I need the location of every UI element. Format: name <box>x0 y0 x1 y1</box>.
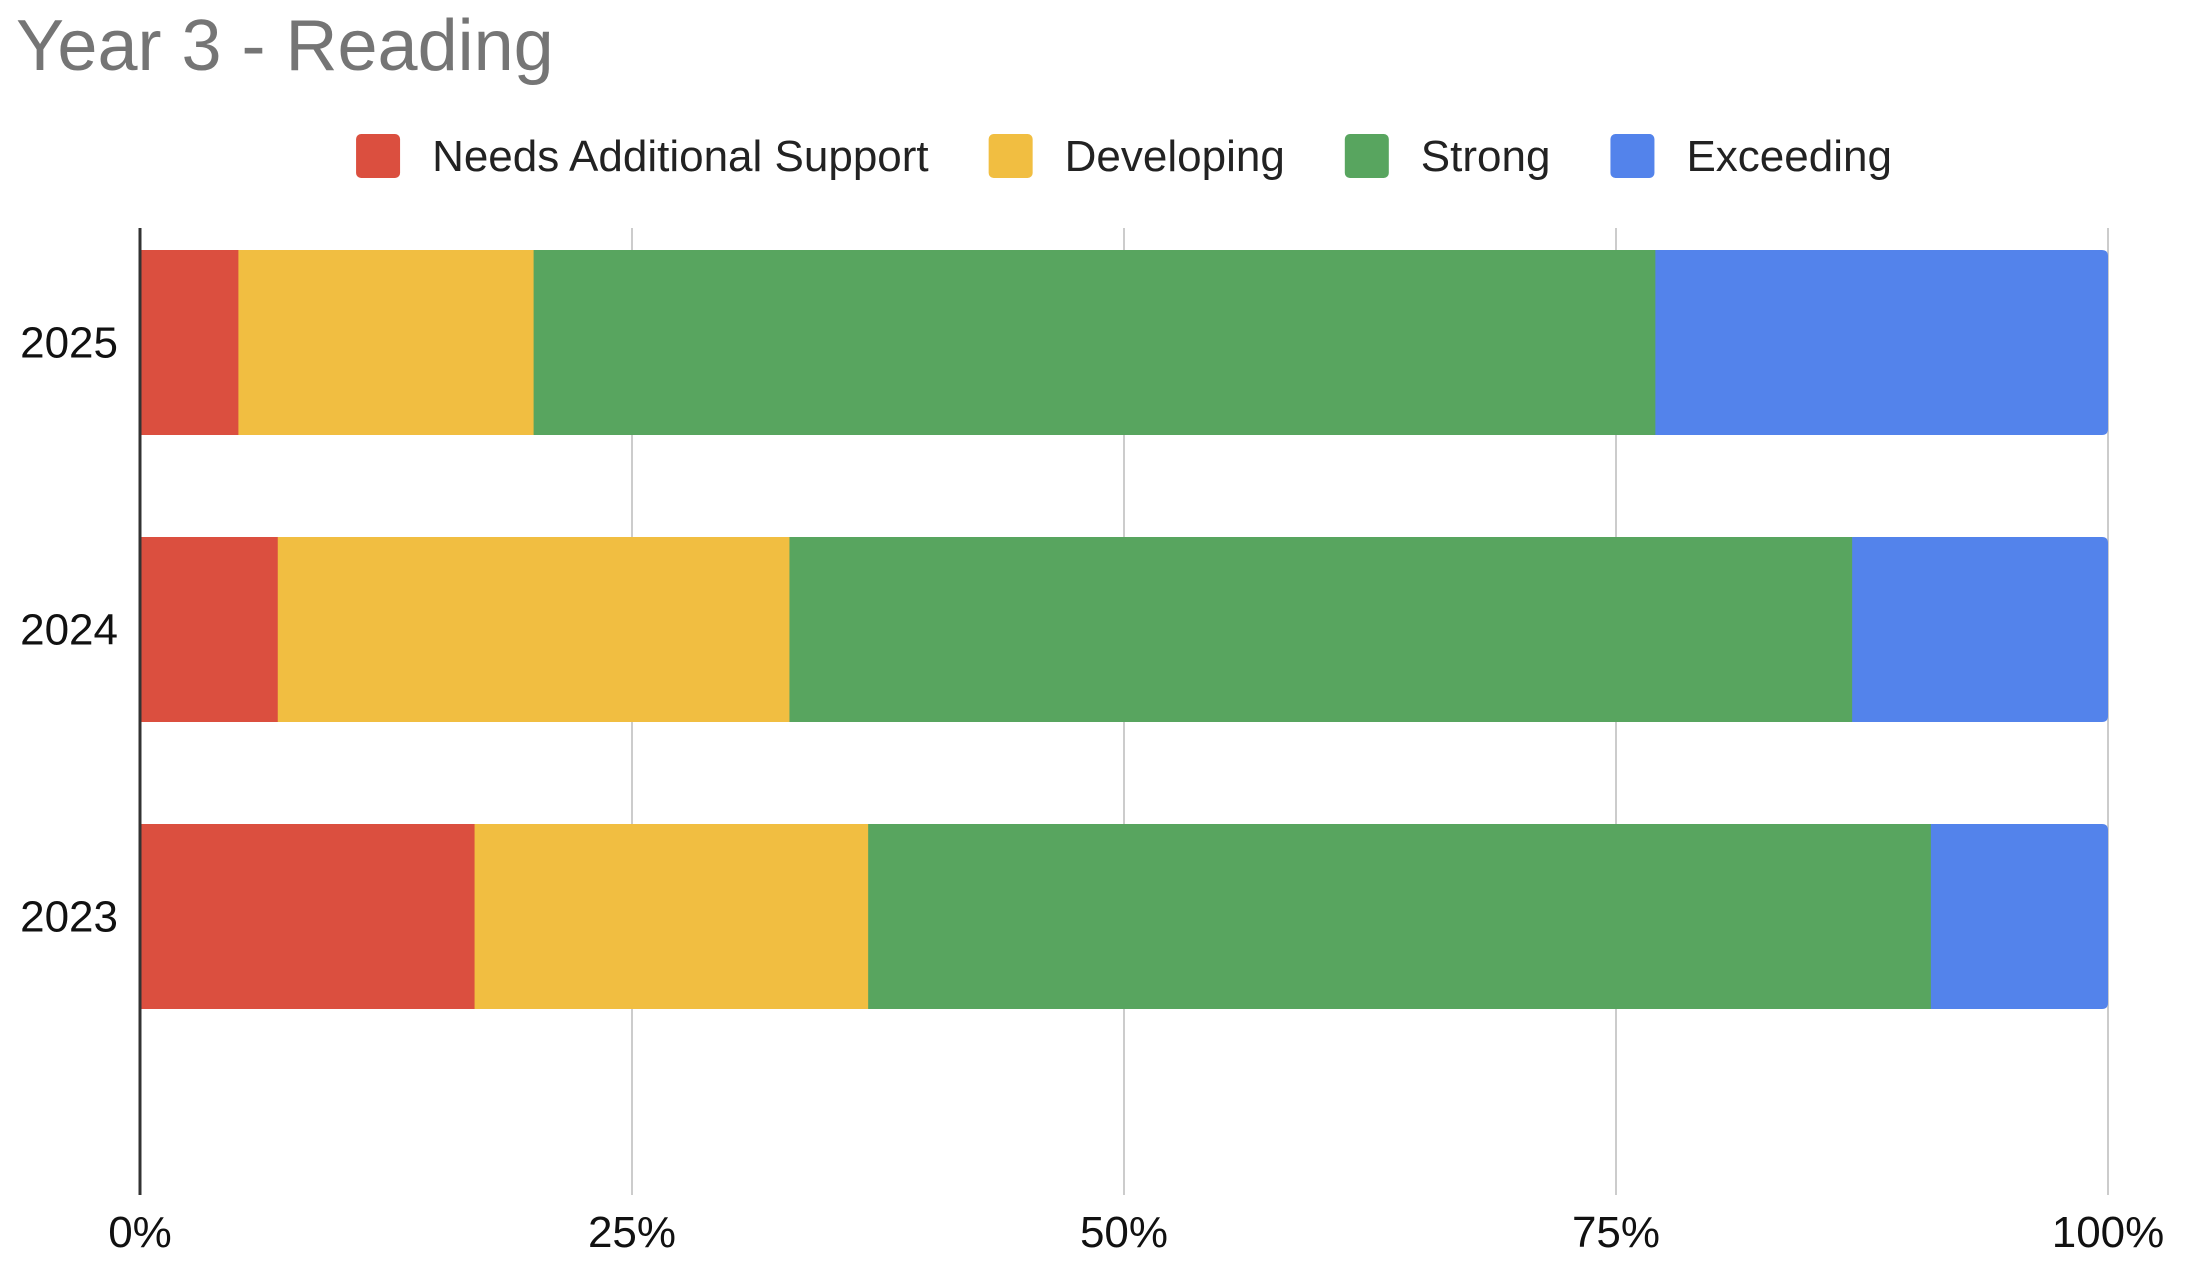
bar-segment <box>140 824 476 1009</box>
bar-segment <box>140 250 239 435</box>
x-tick-label: 25% <box>588 1208 676 1257</box>
legend-label: Needs Additional Support <box>432 132 929 181</box>
bar-segment <box>868 824 1932 1009</box>
bar-segment <box>238 250 535 435</box>
bar-segment <box>1852 537 2108 722</box>
x-tick-label: 75% <box>1572 1208 1660 1257</box>
legend-swatch <box>1610 134 1655 178</box>
x-tick-label: 50% <box>1080 1208 1168 1257</box>
x-tick-label: 0% <box>108 1208 172 1257</box>
legend-label: Developing <box>1065 132 1285 181</box>
bar-segment <box>474 824 869 1009</box>
y-axis-labels: 2025 2024 2023 <box>20 319 118 942</box>
legend-label: Strong <box>1421 132 1551 181</box>
legend-swatch <box>1344 134 1389 178</box>
bar-segment <box>1655 250 2108 435</box>
y-tick-label: 2025 <box>20 319 118 368</box>
y-tick-label: 2024 <box>20 606 118 655</box>
bar-segment <box>1930 824 2108 1009</box>
legend-label: Exceeding <box>1686 132 1891 181</box>
bar-segment <box>140 537 279 722</box>
bars <box>140 250 2108 1009</box>
x-tick-label: 100% <box>2052 1208 2165 1257</box>
x-axis-labels: 0% 25% 50% 75% 100% <box>108 1208 2164 1257</box>
chart-title: Year 3 - Reading <box>16 6 554 86</box>
legend-item: Exceeding <box>1610 132 1892 181</box>
legend-swatch <box>988 134 1033 178</box>
bar-segment <box>789 537 1853 722</box>
bar-segment <box>277 537 790 722</box>
legend-item: Needs Additional Support <box>356 132 929 181</box>
bar-segment <box>533 250 1656 435</box>
legend-item: Developing <box>988 132 1285 181</box>
legend-item: Strong <box>1344 132 1551 181</box>
y-tick-label: 2023 <box>20 893 118 942</box>
legend: Needs Additional Support Developing Strong… <box>356 132 1892 181</box>
legend-swatch <box>356 134 401 178</box>
